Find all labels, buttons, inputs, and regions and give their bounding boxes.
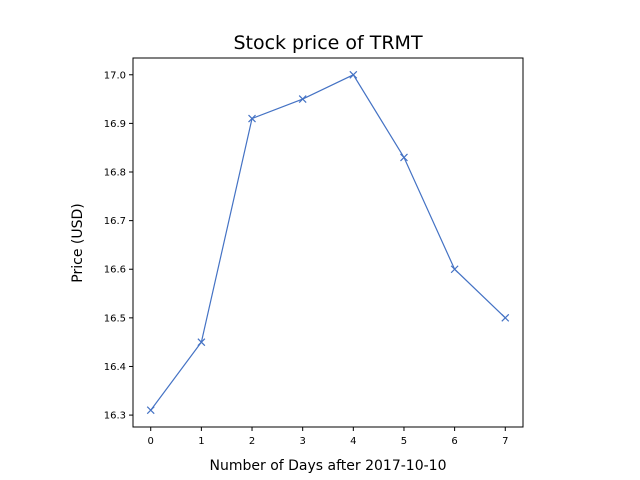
y-tick-label: 16.3	[104, 411, 126, 422]
x-tick-label: 4	[350, 436, 356, 447]
y-tick-label: 16.7	[104, 216, 126, 227]
y-tick-label: 16.6	[104, 265, 126, 276]
data-point	[298, 95, 307, 104]
plot-area	[132, 57, 524, 428]
data-point	[248, 114, 256, 123]
y-axis-label: Price (USD)	[70, 203, 86, 282]
x-tick-label: 2	[249, 436, 255, 447]
data-point	[501, 313, 510, 322]
data-point	[146, 406, 155, 415]
series-line	[150, 73, 506, 411]
y-tick-label: 17.0	[104, 70, 126, 81]
chart-title: Stock price of TRMT	[233, 32, 423, 54]
y-tick-label: 16.4	[104, 362, 126, 373]
x-tick-label: 0	[148, 436, 154, 447]
x-tick-label: 3	[299, 436, 305, 447]
y-tick-label: 16.8	[104, 168, 126, 179]
x-tick-label: 7	[502, 436, 508, 447]
x-tick-label: 5	[401, 436, 407, 447]
x-axis: 0 1 2 3 4 5 6 7	[148, 427, 508, 447]
data-point	[349, 70, 358, 79]
x-tick-label: 6	[451, 436, 457, 447]
x-axis-label: Number of Days after 2017-10-10	[210, 458, 447, 474]
y-axis: 16.3 16.4 16.5 16.6 16.7 16.8 16.9 17.0	[104, 70, 133, 422]
y-tick-label: 16.9	[104, 119, 126, 130]
x-tick-label: 1	[198, 436, 204, 447]
data-point	[450, 265, 459, 274]
data-point	[197, 338, 206, 347]
series-layer	[146, 70, 510, 415]
data-point	[400, 153, 408, 162]
y-tick-label: 16.5	[104, 313, 126, 324]
